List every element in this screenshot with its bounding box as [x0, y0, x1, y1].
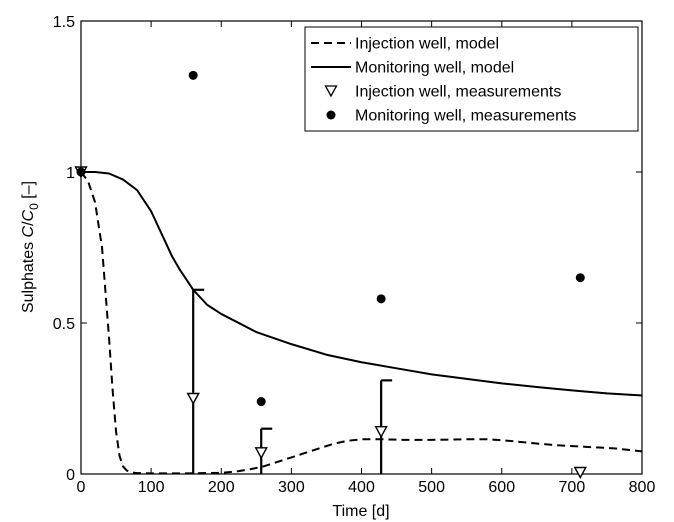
injection-well-measurements-point: [186, 392, 200, 405]
x-axis-label: Time [d]: [332, 503, 389, 520]
legend-label-injection-model: Injection well, model: [355, 36, 499, 53]
x-tick-label: 500: [418, 479, 445, 496]
monitoring-well-measurements-point: [188, 70, 198, 80]
x-tick-label: 700: [559, 479, 586, 496]
legend-label-monitoring-model: Monitoring well, model: [355, 60, 514, 77]
legend-key-monitoring-measurements: [326, 110, 336, 120]
injection-well-measurements-point: [374, 426, 388, 439]
y-tick-label: 0.5: [53, 316, 75, 333]
y-tick-label: 1.5: [53, 14, 75, 31]
x-axis: 0 100 200 300 400 500 600 700 800: [77, 21, 656, 496]
y-tick-label: 1: [66, 165, 75, 182]
monitoring-well-measurements-point: [376, 294, 386, 304]
y-axis: 0 0.5 1 1.5: [53, 14, 642, 484]
x-tick-label: 400: [348, 479, 375, 496]
legend: Injection well, model Monitoring well, m…: [304, 26, 639, 132]
injection-well-model-line: [80, 171, 643, 475]
legend-box: [304, 26, 639, 132]
legend-key-injection-measurements: [324, 85, 338, 98]
injection-well-measurements-point: [254, 447, 268, 460]
x-tick-label: 200: [208, 479, 235, 496]
x-tick-label: 800: [629, 479, 656, 496]
monitoring-well-measurements-point: [76, 167, 86, 177]
y-axis-label: Sulphates C/C0 [–]: [20, 181, 41, 313]
series-layer: [74, 70, 643, 479]
x-tick-label: 600: [488, 479, 515, 496]
x-tick-label: 100: [138, 479, 165, 496]
x-tick-label: 0: [77, 479, 86, 496]
monitoring-well-measurements-point: [575, 273, 585, 283]
monitoring-well-model-line: [81, 171, 643, 397]
injection-well-measurements-point: [573, 466, 587, 479]
x-tick-label: 300: [278, 479, 305, 496]
monitoring-well-measurements-point: [256, 397, 266, 407]
y-tick-label: 0: [66, 467, 75, 484]
legend-label-monitoring-measurements: Monitoring well, measurements: [355, 108, 576, 125]
legend-label-injection-measurements: Injection well, measurements: [355, 84, 561, 101]
